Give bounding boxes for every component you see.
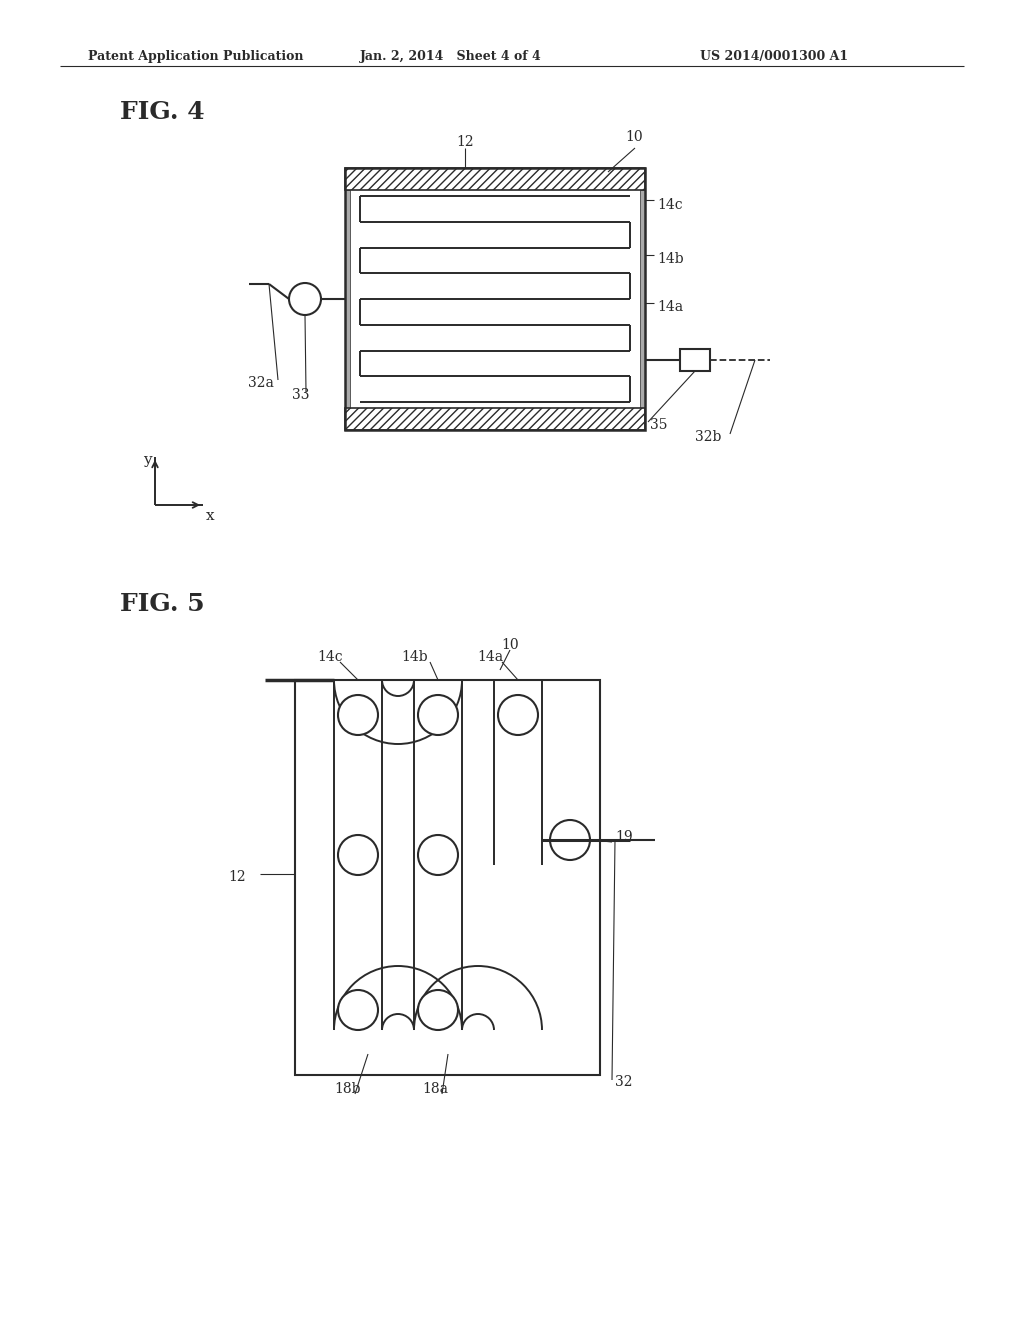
Circle shape: [418, 990, 458, 1030]
Circle shape: [289, 282, 321, 315]
Circle shape: [418, 696, 458, 735]
Circle shape: [418, 836, 458, 875]
Text: FIG. 5: FIG. 5: [120, 591, 205, 616]
Bar: [345, 168, 645, 430]
Bar: [345, 190, 350, 408]
Text: US 2014/0001300 A1: US 2014/0001300 A1: [700, 50, 848, 63]
Circle shape: [498, 696, 538, 735]
Text: 14a: 14a: [657, 300, 683, 314]
Text: 32: 32: [615, 1074, 633, 1089]
Text: 14c: 14c: [317, 649, 343, 664]
Text: 14a: 14a: [477, 649, 503, 664]
Bar: [640, 190, 645, 408]
Bar: [680, 348, 710, 371]
Text: y: y: [143, 453, 152, 467]
Text: 32a: 32a: [248, 376, 273, 389]
Text: 35: 35: [650, 418, 668, 432]
Text: 10: 10: [625, 129, 643, 144]
Text: 18a: 18a: [422, 1082, 449, 1096]
Text: 32b: 32b: [695, 430, 721, 444]
Circle shape: [338, 836, 378, 875]
Text: 14b: 14b: [657, 252, 684, 267]
Text: 14b: 14b: [401, 649, 428, 664]
Circle shape: [338, 696, 378, 735]
Text: Patent Application Publication: Patent Application Publication: [88, 50, 303, 63]
Text: x: x: [206, 510, 215, 523]
Bar: [295, 680, 600, 1074]
Text: 33: 33: [292, 388, 309, 403]
Text: Jan. 2, 2014   Sheet 4 of 4: Jan. 2, 2014 Sheet 4 of 4: [360, 50, 542, 63]
Text: 19: 19: [615, 830, 633, 843]
Text: FIG. 4: FIG. 4: [120, 100, 205, 124]
Text: 10: 10: [501, 638, 519, 652]
Text: 12: 12: [456, 135, 474, 149]
Bar: [345, 408, 645, 430]
Text: 14c: 14c: [657, 198, 683, 213]
Text: 12: 12: [228, 870, 246, 884]
Bar: [345, 168, 645, 190]
Circle shape: [338, 990, 378, 1030]
Circle shape: [550, 820, 590, 861]
Text: 18b: 18b: [335, 1082, 361, 1096]
